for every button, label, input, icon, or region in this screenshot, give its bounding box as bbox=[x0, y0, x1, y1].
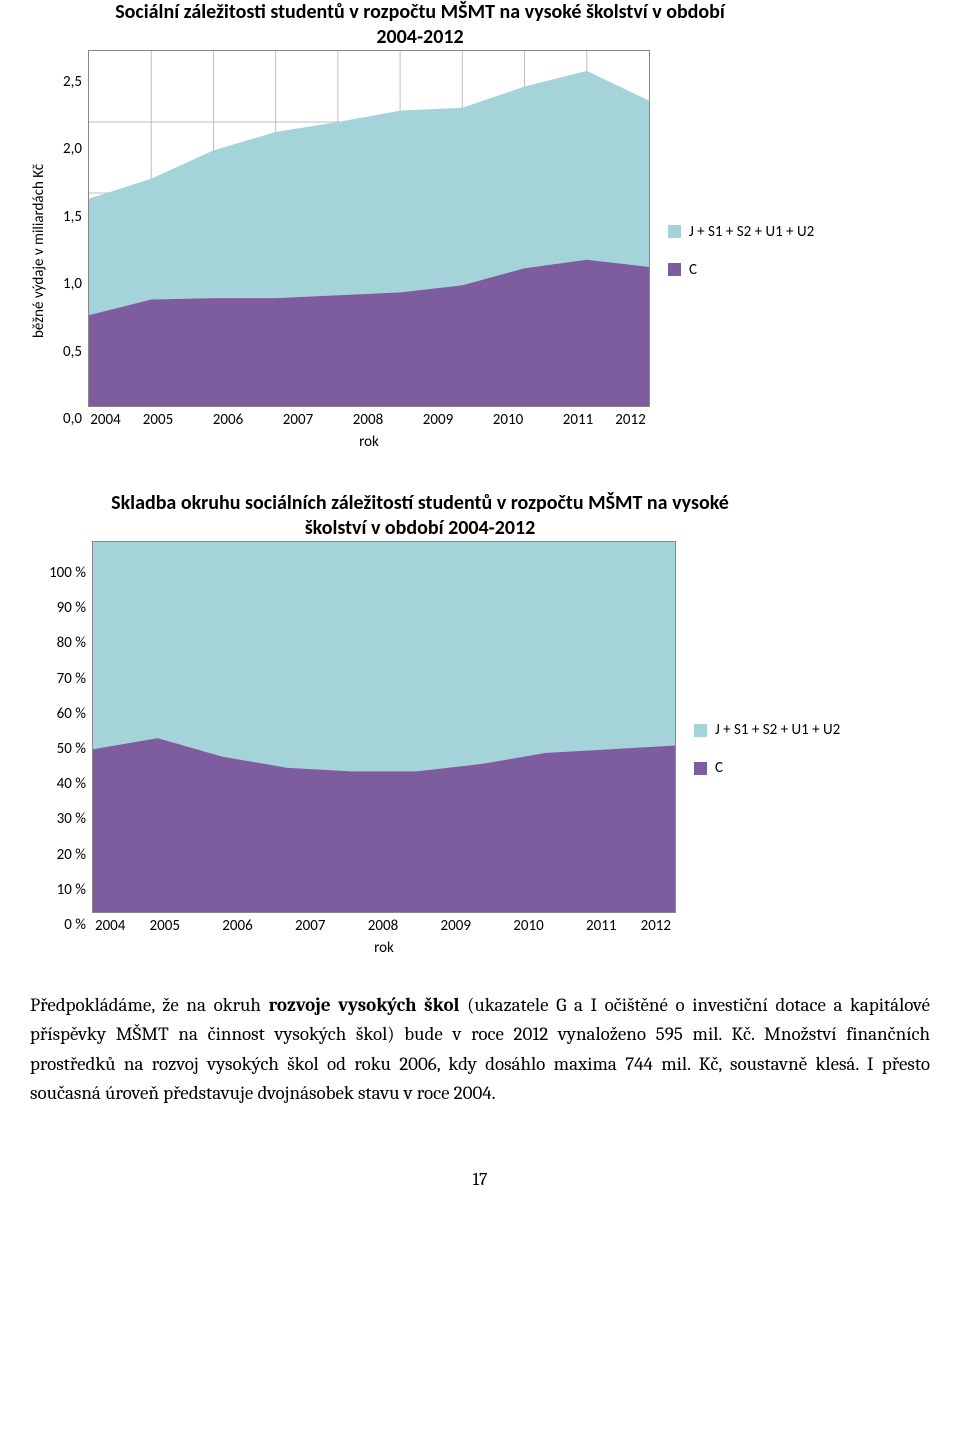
legend-label: C bbox=[689, 261, 697, 279]
xtick-label: 2009 bbox=[403, 411, 473, 429]
ytick-label: 80 % bbox=[57, 634, 86, 652]
legend-swatch bbox=[668, 225, 681, 238]
chart-1-xlabel: rok bbox=[88, 433, 650, 451]
chart-2-legend: J + S1 + S2 + U1 + U2 C bbox=[676, 721, 840, 777]
page-number: 17 bbox=[30, 1169, 930, 1190]
xtick-label: 2012 bbox=[613, 411, 648, 429]
chart-2-xticks: 200420052006200720082009201020112012 bbox=[92, 917, 674, 935]
ytick-label: 0,5 bbox=[63, 343, 82, 361]
legend-label: C bbox=[715, 759, 723, 777]
xtick-label: 2008 bbox=[347, 917, 420, 935]
ytick-label: 1,5 bbox=[63, 208, 82, 226]
xtick-label: 2004 bbox=[92, 917, 128, 935]
ytick-label: 70 % bbox=[57, 670, 86, 688]
xtick-label: 2005 bbox=[128, 917, 201, 935]
ytick-label: 60 % bbox=[57, 705, 86, 723]
legend-label: J + S1 + S2 + U1 + U2 bbox=[715, 721, 840, 739]
xtick-label: 2011 bbox=[565, 917, 638, 935]
ytick-label: 40 % bbox=[57, 775, 86, 793]
xtick-label: 2011 bbox=[543, 411, 613, 429]
chart-2-xlabel: rok bbox=[92, 939, 676, 957]
ytick-label: 90 % bbox=[57, 599, 86, 617]
chart-2-title: Skladba okruhu sociálních záležitostí st… bbox=[90, 491, 750, 541]
ytick-label: 0 % bbox=[64, 916, 86, 934]
ytick-label: 2,5 bbox=[63, 73, 82, 91]
chart-1-xticks: 200420052006200720082009201020112012 bbox=[88, 411, 648, 429]
ytick-label: 0,0 bbox=[63, 410, 82, 428]
legend-item: C bbox=[694, 759, 840, 777]
ytick-label: 20 % bbox=[57, 846, 86, 864]
chart-2-yticks: 100 % 90 % 80 % 70 % 60 % 50 % 40 % 30 % 20 % 10 … bbox=[30, 564, 92, 934]
chart-1-legend: J + S1 + S2 + U1 + U2 C bbox=[650, 223, 814, 279]
legend-label: J + S1 + S2 + U1 + U2 bbox=[689, 223, 814, 241]
xtick-label: 2012 bbox=[638, 917, 674, 935]
legend-item: C bbox=[668, 261, 814, 279]
legend-swatch bbox=[694, 762, 707, 775]
ytick-label: 2,0 bbox=[63, 140, 82, 158]
chart-1-yticks: 2,5 2,0 1,5 1,0 0,5 0,0 bbox=[48, 73, 88, 428]
legend-item: J + S1 + S2 + U1 + U2 bbox=[668, 223, 814, 241]
ytick-label: 30 % bbox=[57, 810, 86, 828]
legend-item: J + S1 + S2 + U1 + U2 bbox=[694, 721, 840, 739]
xtick-label: 2004 bbox=[88, 411, 123, 429]
xtick-label: 2009 bbox=[419, 917, 492, 935]
chart-1-plot bbox=[88, 50, 650, 407]
chart-1-ylabel: běžné výdaje v miliardách Kč bbox=[30, 73, 48, 428]
chart-2: Skladba okruhu sociálních záležitostí st… bbox=[30, 491, 930, 957]
ytick-label: 100 % bbox=[49, 564, 86, 582]
legend-swatch bbox=[694, 724, 707, 737]
chart-2-plot bbox=[92, 541, 676, 913]
xtick-label: 2010 bbox=[492, 917, 565, 935]
body-paragraph: Předpokládáme, že na okruh rozvoje vysok… bbox=[30, 991, 930, 1109]
legend-swatch bbox=[668, 263, 681, 276]
xtick-label: 2010 bbox=[473, 411, 543, 429]
chart-1: Sociální záležitosti studentů v rozpočtu… bbox=[30, 0, 930, 451]
page: Sociální záležitosti studentů v rozpočtu… bbox=[0, 0, 960, 1230]
chart-1-title: Sociální záležitosti studentů v rozpočtu… bbox=[100, 0, 740, 50]
xtick-label: 2008 bbox=[333, 411, 403, 429]
xtick-label: 2007 bbox=[263, 411, 333, 429]
xtick-label: 2007 bbox=[274, 917, 347, 935]
xtick-label: 2006 bbox=[201, 917, 274, 935]
ytick-label: 1,0 bbox=[63, 275, 82, 293]
xtick-label: 2005 bbox=[123, 411, 193, 429]
xtick-label: 2006 bbox=[193, 411, 263, 429]
ytick-label: 50 % bbox=[57, 740, 86, 758]
ytick-label: 10 % bbox=[57, 881, 86, 899]
